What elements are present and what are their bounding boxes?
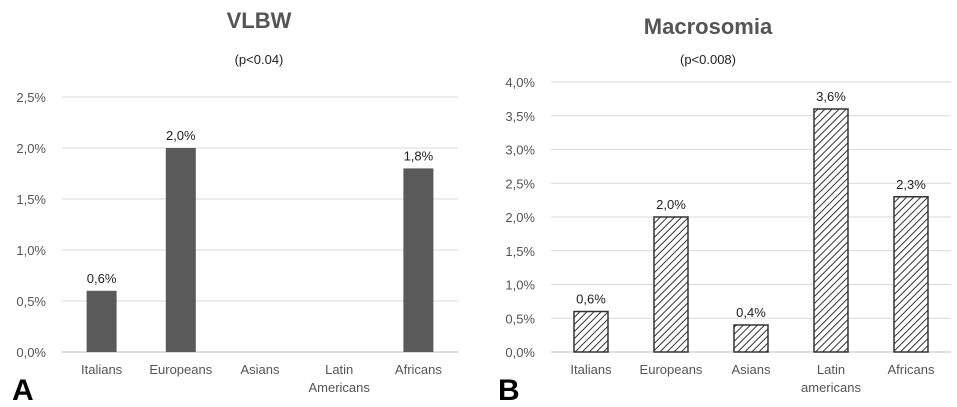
- chart-panel-a: VLBW (p<0.04) 0,0%0,5%1,0%1,5%2,0%2,5%0,…: [12, 8, 458, 407]
- chart-a-category-label: Africans: [395, 362, 442, 377]
- chart-a-category-label: Latin Americans: [308, 362, 370, 395]
- chart-b-ytick-label: 4,0%: [505, 75, 535, 90]
- chart-b-bar: [573, 310, 609, 353]
- chart-b-ytick-label: 3,0%: [505, 143, 535, 158]
- chart-b-bar: [813, 108, 849, 353]
- chart-a-subtitle: (p<0.04): [235, 52, 284, 67]
- panel-letter-b: B: [498, 374, 520, 407]
- chart-a-category-label: Asians: [240, 362, 280, 377]
- chart-b-ytick-label: 2,0%: [505, 210, 535, 225]
- chart-a-category-label: Europeans: [149, 362, 212, 377]
- chart-a-bar: [165, 148, 196, 352]
- chart-b-subtitle: (p<0.008): [680, 52, 736, 67]
- chart-b-plot: 0,0% 0,5% 1,0% 1,5% 2,0% 2,5% 3,0% 3,5% 4,0% 0,6%…: [505, 75, 951, 395]
- chart-b-category-label: Italians: [570, 362, 612, 377]
- chart-b-data-label: 0,6%: [576, 292, 606, 307]
- chart-a-category-label: Italians: [81, 362, 123, 377]
- chart-a-title: VLBW: [227, 8, 292, 33]
- chart-b-ytick-label: 0,0%: [505, 345, 535, 360]
- chart-a-ytick-label: 0,0%: [16, 345, 46, 360]
- chart-b-category-label: Asians: [731, 362, 771, 377]
- chart-b-category-label: Europeans: [640, 362, 703, 377]
- chart-a-plot: 0,0% 0,5% 1,0% 1,5% 2,0% 2,5% 0,6% Italians 2,0%…: [16, 90, 458, 395]
- chart-b-category-label: Latin americans: [801, 362, 861, 395]
- chart-a-data-label: 1,8%: [404, 148, 434, 163]
- chart-b-ytick-label: 0,5%: [505, 311, 535, 326]
- chart-b-category-label: Africans: [888, 362, 935, 377]
- chart-a-ytick-label: 0,5%: [16, 294, 46, 309]
- chart-a-bar: [403, 168, 434, 352]
- chart-b-title: Macrosomia: [644, 14, 773, 39]
- chart-a-ytick-label: 1,0%: [16, 243, 46, 258]
- chart-b-ytick-label: 1,5%: [505, 244, 535, 259]
- chart-a-data-label: 0,6%: [87, 271, 117, 286]
- chart-b-data-label: 2,3%: [896, 177, 926, 192]
- chart-b-data-label: 2,0%: [656, 197, 686, 212]
- chart-b-bar: [733, 324, 769, 353]
- chart-b-data-label: 0,4%: [736, 305, 766, 320]
- chart-a-ytick-label: 2,5%: [16, 90, 46, 105]
- panel-letter-a: A: [12, 374, 34, 407]
- chart-b-bar: [893, 196, 929, 353]
- chart-b-ytick-label: 2,5%: [505, 176, 535, 191]
- chart-a-data-label: 2,0%: [166, 128, 196, 143]
- chart-a-ytick-label: 2,0%: [16, 141, 46, 156]
- chart-b-data-label: 3,6%: [816, 89, 846, 104]
- chart-b-ytick-label: 3,5%: [505, 109, 535, 124]
- chart-panel-b: Macrosomia (p<0.008) 0,0% 0,5% 1,0% 1,5% 2,0…: [498, 14, 951, 407]
- chart-a-bar: [86, 290, 117, 352]
- chart-a-ytick-label: 1,5%: [16, 192, 46, 207]
- chart-b-bar: [653, 216, 689, 353]
- chart-b-ytick-label: 1,0%: [505, 278, 535, 293]
